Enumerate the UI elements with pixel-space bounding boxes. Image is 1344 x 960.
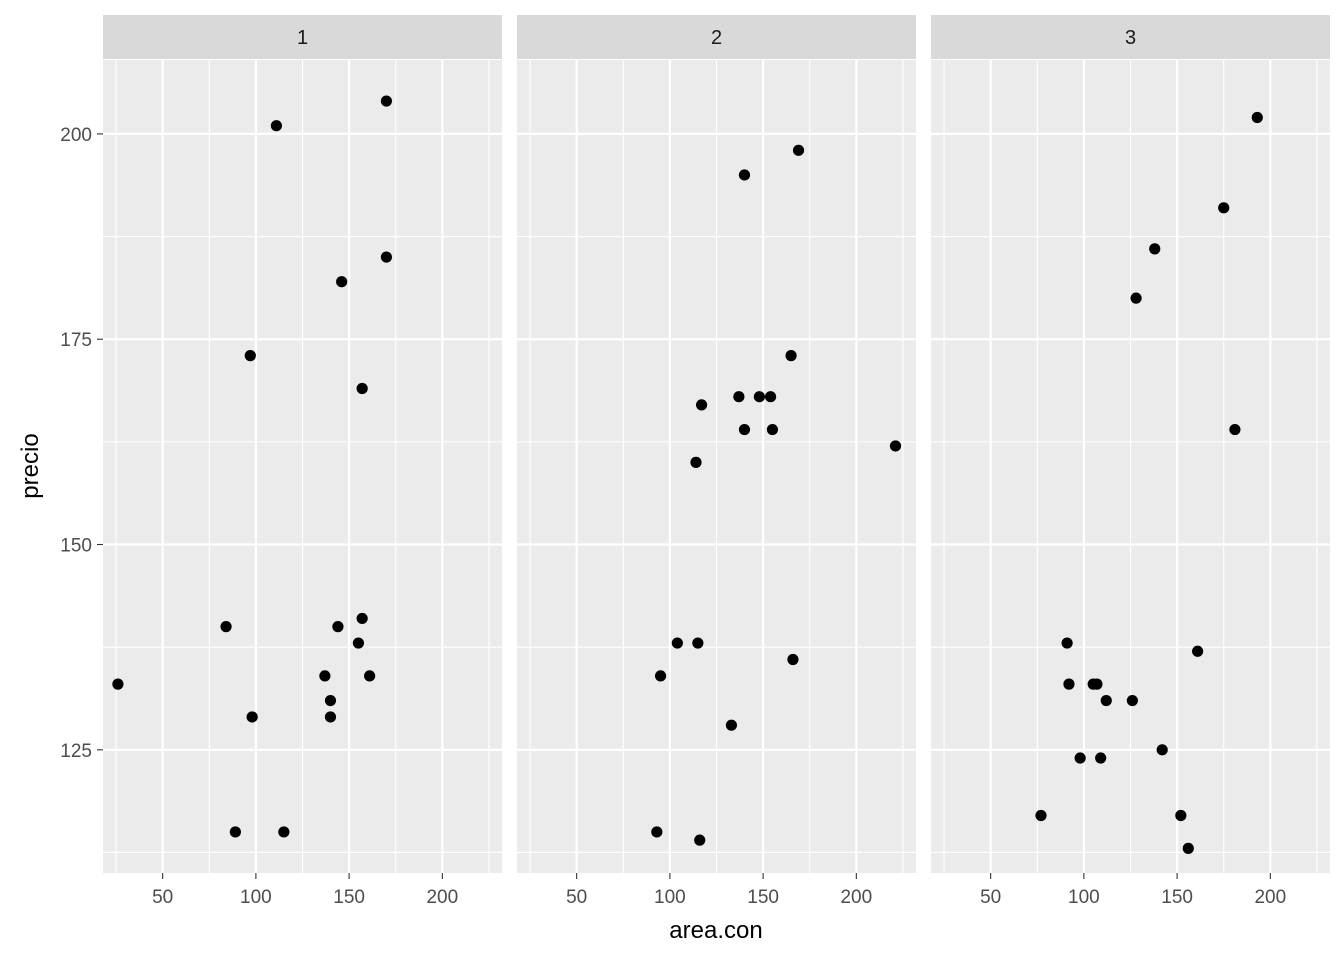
x-tick-label: 200 [1254,887,1286,908]
x-tick-label: 150 [333,887,365,908]
data-point [1182,842,1194,854]
data-point [889,440,902,452]
data-point [690,456,702,468]
facet-strip [517,15,916,59]
x-tick-label: 50 [566,887,587,908]
data-point [654,670,667,682]
data-point [1218,202,1230,214]
facet-panel-3: 3 50 100 150 200 [931,15,1330,908]
data-point [319,670,331,682]
x-tick-label: 200 [426,887,458,908]
data-point [738,169,751,181]
facet-panel-1: 150 100 150 200 [103,15,502,908]
y-axis-title: precio [17,433,44,498]
data-point [356,612,368,625]
data-point [352,637,365,649]
x-tick-label: 150 [1161,887,1193,908]
data-point [270,120,282,132]
data-point [1149,243,1161,255]
y-tick-label: 200 [60,125,92,146]
data-point [244,350,256,362]
facet-strip [931,15,1330,59]
x-tick-label: 100 [240,887,272,908]
data-point [112,678,124,690]
data-point [229,826,241,838]
x-tick-label: 100 [1068,887,1100,908]
y-axis: 125 150 175 200 [60,125,103,762]
data-point [785,350,797,362]
x-tick-label: 200 [840,887,872,908]
data-point [725,719,738,731]
x-axis-title: area.con [669,917,762,944]
data-point [766,423,779,436]
x-tick-label: 50 [980,887,1001,908]
data-point [1130,292,1142,304]
data-point [1229,423,1241,436]
data-point [792,144,805,156]
data-point [671,637,683,649]
data-point [1156,744,1168,756]
data-point [733,391,745,403]
data-point [692,637,704,649]
data-point [278,826,290,838]
data-point [787,653,799,666]
data-point [753,391,765,403]
data-point [1251,111,1263,124]
data-point [1126,694,1138,707]
data-point [1095,752,1107,764]
facet-panel-2: 2 50 100 150 200 [517,15,916,908]
data-point [246,711,258,723]
data-point [695,399,708,411]
y-tick-label: 150 [60,536,92,557]
data-point [738,423,751,436]
facet-strip-label: 2 [711,27,722,49]
data-point [1074,752,1086,764]
data-point [764,391,777,403]
x-tick-label: 100 [654,887,686,908]
data-point [220,621,232,633]
data-point [380,95,393,107]
facet-strip [103,15,502,59]
data-point [1035,809,1047,822]
data-point [356,382,368,395]
data-point [1061,637,1073,649]
data-point [364,670,376,682]
x-tick-label: 50 [152,887,173,908]
data-point [1192,645,1204,657]
x-tick-label: 150 [747,887,779,908]
data-point [324,711,337,723]
data-point [1091,678,1103,690]
data-point [1100,694,1112,707]
y-tick-label: 125 [60,741,92,762]
data-point [1063,678,1075,690]
data-point [324,694,337,707]
data-point [380,251,393,263]
y-tick-label: 175 [60,330,92,351]
data-point [1175,809,1187,822]
data-point [694,834,706,846]
facet-strip-label: 3 [1125,27,1136,49]
data-point [336,276,348,288]
facet-strip-label: 1 [297,27,308,49]
data-point [651,826,663,838]
data-point [332,621,344,633]
